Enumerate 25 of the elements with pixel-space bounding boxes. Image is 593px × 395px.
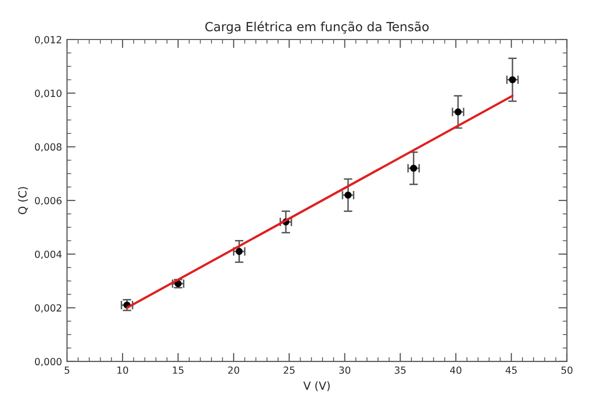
point xyxy=(410,164,418,172)
x-tick-label: 20 xyxy=(228,366,240,374)
point xyxy=(344,192,352,199)
x-tick-label: 15 xyxy=(172,366,184,374)
x-tick-label: 50 xyxy=(561,366,572,374)
y-tick-label: 0,004 xyxy=(34,250,62,259)
y-tick-label: 0,006 xyxy=(34,196,62,206)
x-axis-title: V (V) xyxy=(303,381,330,392)
point xyxy=(236,248,243,255)
chart-title: Carga Elétrica em função da Tensão xyxy=(205,21,429,34)
point xyxy=(454,108,462,116)
x-tick-label: 5 xyxy=(64,366,70,374)
point xyxy=(508,76,516,84)
y-tick-label: 0,002 xyxy=(34,304,62,313)
y-axis-title: Q (C) xyxy=(18,187,28,214)
x-tick-label: 40 xyxy=(450,366,462,374)
y-tick-label: 0,012 xyxy=(34,36,62,44)
y-tick-label: 0,008 xyxy=(34,143,62,152)
y-tick-label: 0,010 xyxy=(34,90,62,98)
x-tick-label: 25 xyxy=(284,366,295,374)
x-tick-label: 45 xyxy=(506,366,517,374)
x-tick-label: 30 xyxy=(339,366,350,374)
y-tick-label: 0,000 xyxy=(34,358,62,366)
x-tick-label: 35 xyxy=(394,366,406,374)
x-tick-label: 10 xyxy=(117,366,128,374)
